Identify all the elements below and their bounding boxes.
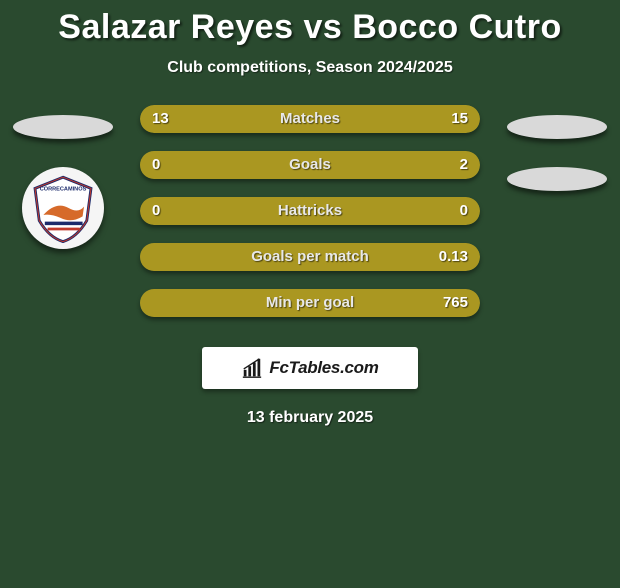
stat-label: Hattricks [140, 197, 480, 225]
stat-label: Min per goal [140, 289, 480, 317]
right-player-placeholder [507, 115, 607, 139]
stat-label: Matches [140, 105, 480, 133]
stat-row: 0Goals2 [140, 151, 480, 179]
left-player-column: CORRECAMINOS [8, 105, 118, 249]
stat-label: Goals per match [140, 243, 480, 271]
page-title: Salazar Reyes vs Bocco Cutro [0, 8, 620, 47]
left-player-placeholder [13, 115, 113, 139]
footer-logo[interactable]: FcTables.com [202, 347, 418, 389]
stat-value-right: 0.13 [439, 243, 468, 271]
stat-row: Goals per match0.13 [140, 243, 480, 271]
stat-value-right: 15 [451, 105, 468, 133]
stat-label: Goals [140, 151, 480, 179]
stat-value-right: 2 [460, 151, 468, 179]
right-player-column [502, 105, 612, 191]
subtitle: Club competitions, Season 2024/2025 [0, 59, 620, 77]
stat-value-right: 0 [460, 197, 468, 225]
footer-logo-text: FcTables.com [269, 358, 378, 378]
svg-text:CORRECAMINOS: CORRECAMINOS [40, 187, 87, 193]
stat-row: Min per goal765 [140, 289, 480, 317]
right-club-placeholder [507, 167, 607, 191]
comparison-area: CORRECAMINOS 13Matches150Goals20Hattrick… [0, 105, 620, 335]
left-club-badge: CORRECAMINOS [22, 167, 104, 249]
stat-row: 13Matches15 [140, 105, 480, 133]
date-text: 13 february 2025 [0, 409, 620, 427]
club-crest-icon: CORRECAMINOS [28, 173, 98, 243]
stat-value-right: 765 [443, 289, 468, 317]
stat-row: 0Hattricks0 [140, 197, 480, 225]
bar-chart-icon [241, 357, 263, 379]
stat-rows: 13Matches150Goals20Hattricks0Goals per m… [140, 105, 480, 335]
